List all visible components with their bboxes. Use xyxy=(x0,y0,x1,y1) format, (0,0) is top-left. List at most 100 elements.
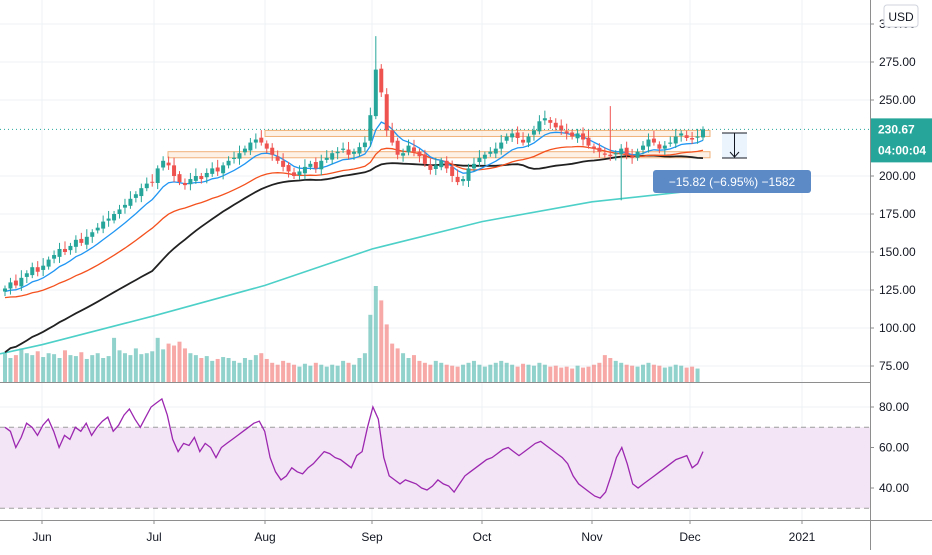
candle xyxy=(406,139,411,156)
candle xyxy=(172,157,177,183)
candle xyxy=(106,210,111,227)
candle xyxy=(368,107,373,147)
candle-body xyxy=(537,121,542,132)
candle xyxy=(439,157,444,171)
candle-body xyxy=(8,282,13,289)
volume-bar xyxy=(292,364,297,382)
candle xyxy=(450,160,455,183)
candle xyxy=(57,242,62,263)
price-tick-label: 200.00 xyxy=(879,169,916,183)
volume-bar xyxy=(101,358,106,382)
candle-body xyxy=(112,214,117,221)
candle xyxy=(646,133,651,153)
candle xyxy=(302,159,307,180)
volume-bar xyxy=(242,358,247,382)
candle-body xyxy=(155,168,160,183)
volume-bar xyxy=(624,364,629,382)
candle-body xyxy=(488,151,493,154)
candle xyxy=(564,123,569,140)
candle-body xyxy=(281,160,286,167)
candle xyxy=(630,148,635,164)
candle-body xyxy=(695,136,700,138)
candle-body xyxy=(417,151,422,157)
volume-bar xyxy=(352,364,356,382)
annotations: −15.82 (−6.95%) −1582 xyxy=(653,132,811,193)
candle xyxy=(471,157,476,172)
candle xyxy=(292,167,297,180)
candle-body xyxy=(564,131,569,134)
candle-body xyxy=(95,227,100,231)
volume-bar xyxy=(226,358,231,382)
volume-bar xyxy=(537,362,542,382)
ema-20-line xyxy=(4,145,704,299)
volume-bar xyxy=(477,364,482,382)
resistance-zone xyxy=(167,151,711,159)
volume-bar xyxy=(591,364,596,382)
candle xyxy=(133,191,138,203)
volume-bar xyxy=(684,367,689,382)
candle-body xyxy=(641,145,646,150)
candle-body xyxy=(428,164,433,170)
volume-bar xyxy=(57,358,62,382)
candle xyxy=(461,176,466,186)
candle-body xyxy=(548,120,553,123)
price-tick-label: 75.00 xyxy=(879,359,909,373)
volume-bar xyxy=(450,365,455,382)
candle-body xyxy=(482,154,487,159)
volume-bar xyxy=(499,360,504,382)
candle xyxy=(635,148,640,161)
candle xyxy=(232,151,237,164)
candle xyxy=(122,198,127,214)
price-tick-label: 125.00 xyxy=(879,283,916,297)
volume-bar xyxy=(504,362,509,382)
candle-body xyxy=(575,133,580,139)
volume-bar xyxy=(232,360,237,382)
candle-body xyxy=(57,248,62,257)
candle-body xyxy=(144,183,149,189)
candle xyxy=(166,156,171,170)
candle xyxy=(624,141,629,160)
volume-bar xyxy=(313,362,318,382)
candle xyxy=(150,174,155,187)
candle-body xyxy=(521,139,526,143)
sma-50-line xyxy=(4,154,704,354)
time-tick-label: Sep xyxy=(361,530,383,544)
candle xyxy=(662,141,667,155)
volume-bar xyxy=(182,348,187,382)
candle xyxy=(90,229,95,243)
candle xyxy=(128,191,133,209)
candle-body xyxy=(3,288,7,292)
candle xyxy=(346,141,351,160)
candle-body xyxy=(581,133,586,140)
candle-body xyxy=(215,167,220,172)
candle-body xyxy=(193,176,198,181)
candle xyxy=(161,156,166,171)
candle-body xyxy=(275,156,280,161)
candle xyxy=(73,235,78,253)
volume-bar xyxy=(193,355,198,382)
candle xyxy=(46,256,51,270)
candle-body xyxy=(253,139,258,143)
candle xyxy=(188,172,193,191)
volume-bar xyxy=(657,365,662,382)
volume-bar xyxy=(46,353,51,382)
candle xyxy=(313,157,318,173)
candle-body xyxy=(341,148,346,150)
measure-tooltip-text: −15.82 (−6.95%) −1582 xyxy=(669,175,796,189)
volume-bar xyxy=(630,365,635,382)
candle xyxy=(401,148,406,162)
volume-bar xyxy=(488,364,493,382)
candle-body xyxy=(471,163,476,169)
candle-body xyxy=(133,194,138,198)
volume-bar xyxy=(155,337,160,382)
candle-body xyxy=(13,280,18,286)
candle xyxy=(679,130,684,142)
price-tick-label: 150.00 xyxy=(879,245,916,259)
volume-bar xyxy=(531,365,536,382)
candle-body xyxy=(651,138,656,143)
candle-body xyxy=(302,166,307,174)
candle-body xyxy=(52,255,57,259)
volume-bar xyxy=(417,360,422,382)
candle xyxy=(668,136,673,147)
